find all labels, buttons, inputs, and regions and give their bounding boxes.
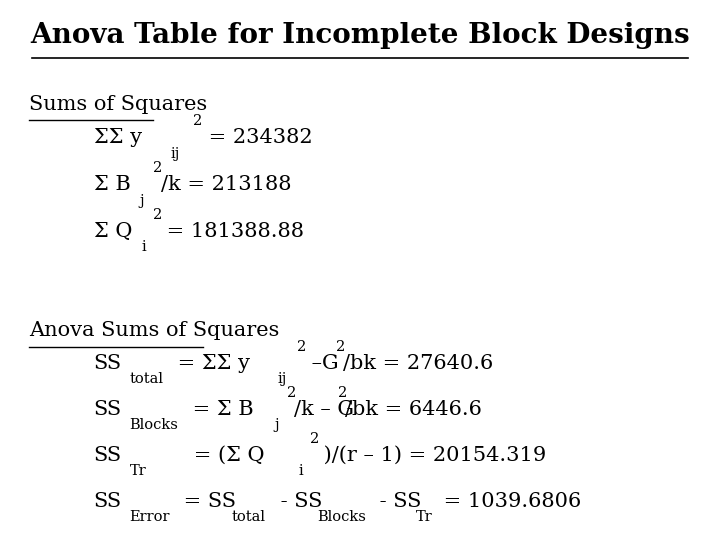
Text: Blocks: Blocks — [130, 418, 179, 433]
Text: Tr: Tr — [415, 510, 432, 524]
Text: /bk = 27640.6: /bk = 27640.6 — [343, 354, 493, 373]
Text: j: j — [274, 418, 279, 433]
Text: 2: 2 — [338, 386, 347, 400]
Text: ij: ij — [277, 373, 287, 387]
Text: Blocks: Blocks — [317, 510, 366, 524]
Text: SS: SS — [94, 354, 122, 373]
Text: total: total — [130, 373, 163, 387]
Text: 2: 2 — [153, 208, 163, 222]
Text: total: total — [232, 510, 266, 524]
Text: 2: 2 — [310, 432, 319, 446]
Text: = ΣΣ y: = ΣΣ y — [171, 354, 251, 373]
Text: 2: 2 — [297, 340, 307, 354]
Text: = 181388.88: = 181388.88 — [160, 221, 304, 240]
Text: Σ Q: Σ Q — [94, 221, 132, 240]
Text: = (Σ Q: = (Σ Q — [154, 446, 264, 464]
Text: Error: Error — [130, 510, 170, 524]
Text: = 234382: = 234382 — [202, 128, 312, 147]
Text: j: j — [140, 194, 144, 208]
Text: 2: 2 — [193, 114, 202, 129]
Text: /k – G: /k – G — [294, 400, 354, 419]
Text: SS: SS — [94, 400, 122, 419]
Text: Anova Table for Incomplete Block Designs: Anova Table for Incomplete Block Designs — [30, 22, 690, 49]
Text: = 1039.6806: = 1039.6806 — [437, 491, 581, 510]
Text: )/(r – 1) = 20154.319: )/(r – 1) = 20154.319 — [317, 446, 546, 464]
Text: i: i — [298, 464, 303, 478]
Text: ΣΣ y: ΣΣ y — [94, 128, 142, 147]
Text: SS: SS — [94, 491, 122, 510]
Text: Tr: Tr — [130, 464, 146, 478]
Text: /bk = 6446.6: /bk = 6446.6 — [345, 400, 482, 419]
Text: ij: ij — [171, 147, 180, 161]
Text: –G: –G — [305, 354, 338, 373]
Text: Sums of Squares: Sums of Squares — [29, 94, 207, 113]
Text: - SS: - SS — [274, 491, 322, 510]
Text: SS: SS — [94, 446, 122, 464]
Text: /k = 213188: /k = 213188 — [161, 175, 291, 194]
Text: Anova Sums of Squares: Anova Sums of Squares — [29, 321, 279, 340]
Text: = SS: = SS — [177, 491, 236, 510]
Text: 2: 2 — [336, 340, 346, 354]
Text: 2: 2 — [287, 386, 296, 400]
Text: = Σ B: = Σ B — [186, 400, 253, 419]
Text: Σ B: Σ B — [94, 175, 130, 194]
Text: - SS: - SS — [373, 491, 421, 510]
Text: 2: 2 — [153, 161, 163, 176]
Text: i: i — [142, 240, 147, 254]
